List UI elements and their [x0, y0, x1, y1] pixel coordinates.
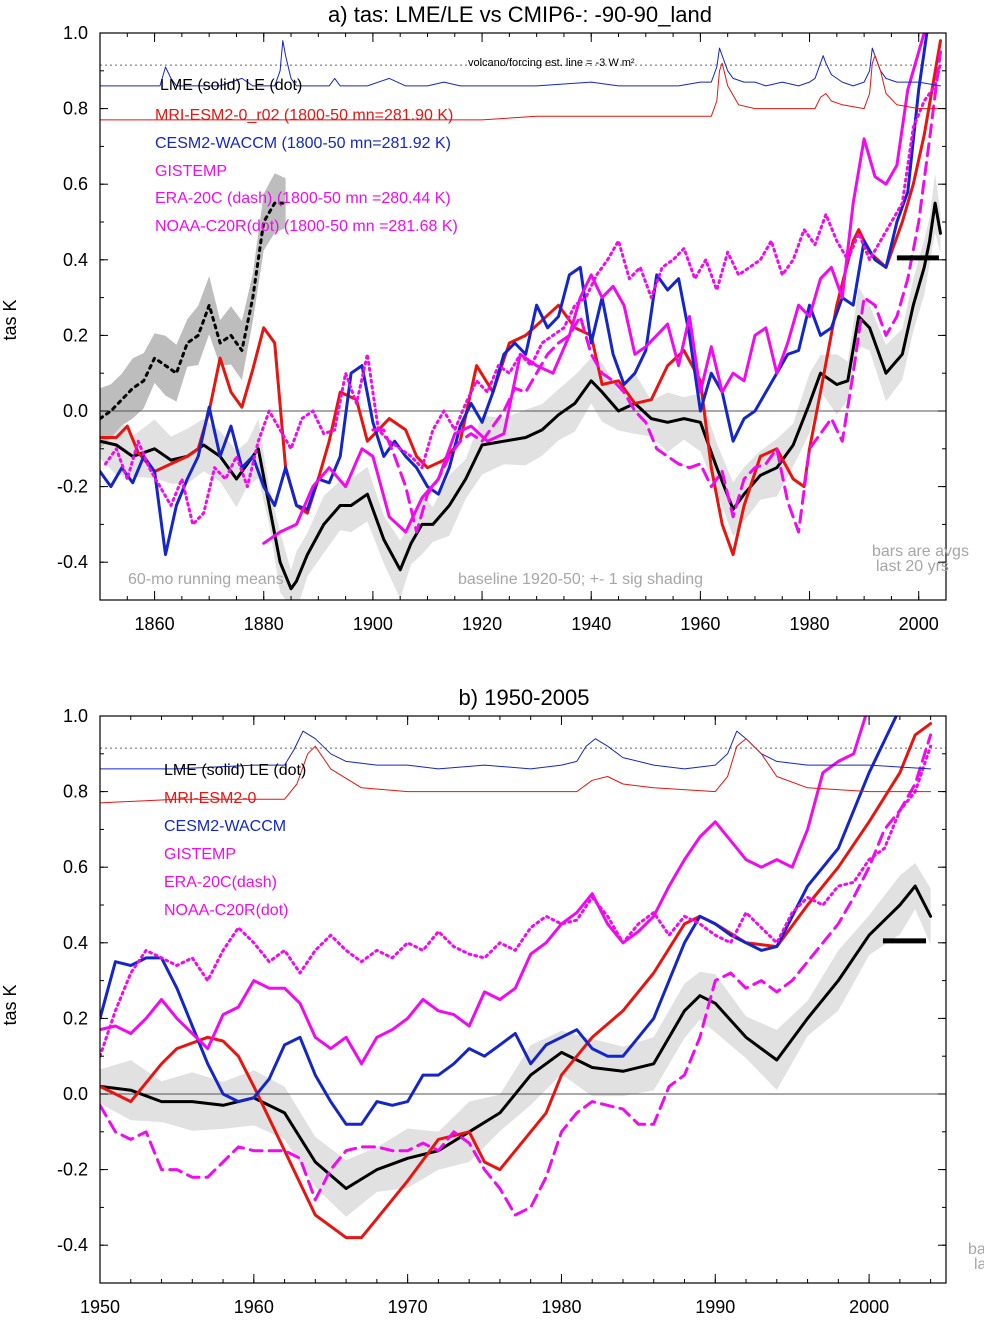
y-tick-label: 1.0: [63, 706, 88, 726]
y-tick-label: 0.8: [63, 99, 88, 119]
spread-shading-a: [100, 173, 941, 600]
y-tick-label: 0.4: [63, 933, 88, 953]
series-line-cesm2-waccm: [100, 716, 898, 1126]
legend-entry-b-0: LME (solid) LE (dot): [164, 762, 306, 779]
x-tick-label: 1980: [790, 614, 830, 634]
running-mean-annotation: 60-mo running means: [128, 571, 284, 588]
y-tick-label: 0.6: [63, 857, 88, 877]
bars-annotation-line1: bars are avgs: [872, 543, 969, 560]
series-line-cesm2-waccm: [100, 33, 929, 557]
y-tick-label: 0.8: [63, 782, 88, 802]
plot-frame-b: [99, 715, 947, 1284]
series-group-a: [100, 33, 942, 591]
series-line-era-20c: [100, 733, 933, 1217]
legend-entry-a-3: GISTEMP: [155, 163, 227, 180]
legend-entry-a-5: NOAA-C20R(dot) (1800-50 mn =281.68 K): [155, 218, 458, 235]
plot-frame-a: [99, 32, 947, 601]
lme-spread-shading: [100, 173, 941, 600]
series-line-volcano: [100, 40, 941, 87]
chart-title-a: a) tas: LME/LE vs CMIP6-: -90-90_land: [328, 2, 712, 27]
x-tick-label: 1960: [234, 1297, 274, 1317]
y-tick-label: 1.0: [63, 23, 88, 43]
series-line-volcano-mri: [100, 738, 932, 804]
y-tick-label: 0.6: [63, 174, 88, 194]
panel-a: a) tas: LME/LE vs CMIP6-: -90-90_land 1.…: [0, 2, 969, 634]
x-tick-label: 1990: [695, 1297, 735, 1317]
series-line-gistemp: [100, 716, 868, 1066]
x-tick-label: 2000: [899, 614, 939, 634]
legend-entry-a-2: CESM2-WACCM (1800-50 mn=281.92 K): [155, 135, 451, 152]
x-tick-label: 1940: [571, 614, 611, 634]
axes-a: 1.0 0.8 0.6 0.4 0.2 0.0 -0.2 -0.4 1860 1880 1900 19…: [57, 23, 947, 634]
y-axis-label-b: tas K: [0, 984, 20, 1025]
legend-entry-a-1: MRI-ESM2-0_r02 (1800-50 mn=281.90 K): [155, 107, 453, 124]
x-tick-label: 1950: [80, 1297, 120, 1317]
x-tick-label: 1860: [135, 614, 175, 634]
volcano-annotation: volcano/forcing est. line = -3 W m²: [468, 57, 635, 69]
x-tick-label: 1980: [541, 1297, 581, 1317]
le-spread-shading: [100, 173, 286, 449]
legend-entry-a-4: ERA-20C (dash) (1800-50 mn =280.44 K): [155, 190, 451, 207]
y-tick-label: 0.2: [63, 325, 88, 345]
series-line-era-20c: [371, 50, 942, 534]
x-tick-label: 1960: [680, 614, 720, 634]
axes-b: 1.0 0.8 0.6 0.4 0.2 0.0 -0.2 -0.4 1950 1960 1970 19…: [57, 706, 946, 1317]
series-line-mri-esm2-0: [100, 722, 933, 1240]
y-tick-label: -0.2: [57, 1160, 88, 1180]
y-tick-label: 0.2: [63, 1008, 88, 1028]
bars-annotation-b-line1: ba: [968, 1241, 984, 1258]
x-tick-label: 1970: [388, 1297, 428, 1317]
series-line-le: [100, 201, 288, 421]
y-tick-label: -0.4: [57, 552, 88, 572]
bars-annotation-line2: last 20 yrs: [876, 558, 949, 575]
x-tick-label: 1920: [462, 614, 502, 634]
y-tick-label: -0.4: [57, 1235, 88, 1255]
y-tick-label: 0.0: [63, 401, 88, 421]
bars-annotation-b-line2: la: [974, 1256, 984, 1273]
legend-entry-b-4: ERA-20C(dash): [164, 874, 277, 891]
series-line-volcano-mri: [100, 55, 941, 121]
series-line-noaa-c20r: [100, 744, 933, 1058]
x-tick-label: 2000: [849, 1297, 889, 1317]
legend-entry-b-2: CESM2-WACCM: [164, 818, 286, 835]
legend-entry-a-0: LME (solid) LE (dot): [160, 77, 302, 94]
y-tick-label: 0.0: [63, 1084, 88, 1104]
x-tick-label: 1900: [353, 614, 393, 634]
y-tick-label: -0.2: [57, 477, 88, 497]
series-group-b: [100, 716, 933, 1240]
y-axis-label-a: tas K: [0, 299, 20, 340]
x-tick-label: 1880: [244, 614, 284, 634]
panel-b: b) 1950-2005 1.00.80.60.40.20.0-0.2-0.41…: [0, 685, 984, 1317]
lme-spread-shading: [100, 863, 931, 1217]
baseline-annotation: baseline 1920-50; +- 1 sig shading: [458, 571, 703, 588]
chart-title-b: b) 1950-2005: [459, 685, 590, 710]
legend-entry-b-5: NOAA-C20R(dot): [164, 902, 288, 919]
series-line-gistemp: [262, 33, 926, 545]
legend-entry-b-1: MRI-ESM2-0: [164, 790, 257, 807]
spread-shading-b: [100, 863, 931, 1217]
y-tick-label: 0.4: [63, 250, 88, 270]
series-line-noaa-c20r: [104, 61, 942, 526]
legend-entry-b-3: GISTEMP: [164, 846, 236, 863]
